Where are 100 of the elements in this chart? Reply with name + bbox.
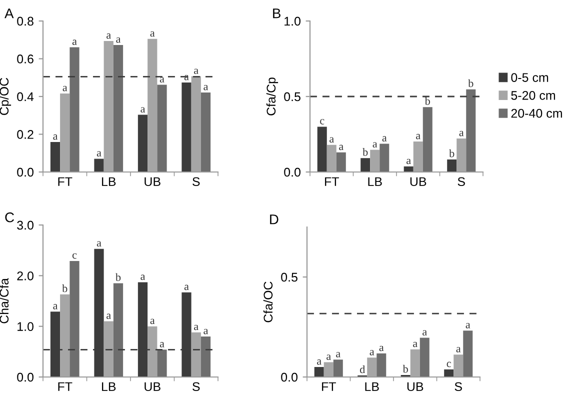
y-tick-label: 0.0: [281, 372, 298, 382]
y-tick-label: 0.0: [17, 168, 34, 177]
bar: [138, 114, 148, 172]
chart-title: C: [5, 212, 14, 222]
y-tick-label: 0.0: [17, 372, 34, 382]
bar: [336, 152, 346, 172]
y-tick-label: 2.0: [17, 271, 34, 280]
bar: [333, 360, 343, 377]
data-label: a: [194, 324, 198, 330]
data-label: a: [204, 328, 208, 334]
data-label: b: [424, 96, 430, 105]
data-label: a: [96, 241, 102, 247]
x-tick-label: UB: [410, 177, 426, 186]
data-label: a: [160, 77, 164, 83]
data-label: b: [449, 149, 454, 158]
data-label: a: [116, 37, 121, 43]
bar: [60, 294, 70, 377]
y-axis-title: Cfa/Cp: [266, 78, 278, 116]
data-label: a: [456, 347, 461, 352]
x-tick-label: FT: [322, 382, 336, 391]
x-tick-label: LB: [368, 177, 382, 186]
bar: [463, 330, 473, 377]
data-label: a: [406, 158, 411, 164]
data-label: c: [72, 253, 77, 259]
x-tick-label: S: [454, 382, 462, 392]
data-label: a: [72, 40, 77, 45]
data-label: a: [466, 323, 470, 328]
bar: [370, 150, 380, 172]
bar: [157, 84, 167, 172]
bar: [413, 142, 423, 172]
legend-label: 20-40 cm: [511, 108, 562, 118]
data-label: a: [184, 284, 189, 290]
bar: [94, 158, 104, 172]
bar: [113, 44, 124, 172]
data-label: a: [317, 359, 322, 365]
bar: [70, 260, 80, 377]
data-label: c: [320, 119, 324, 124]
bar: [466, 89, 476, 172]
y-tick-label: 0.5: [281, 272, 298, 282]
chart-title: D: [270, 214, 278, 224]
data-label: b: [402, 364, 408, 373]
y-tick-label: 0.6: [17, 54, 34, 64]
bar: [422, 107, 432, 172]
x-tick-label: S: [458, 177, 465, 186]
y-tick-label: 0.5: [284, 92, 300, 102]
bar: [454, 354, 464, 377]
x-tick-label: S: [192, 177, 200, 186]
data-label: a: [372, 142, 378, 148]
bar: [70, 47, 80, 172]
data-label: a: [379, 346, 384, 352]
bar: [376, 353, 386, 377]
data-label: a: [150, 318, 155, 324]
legend-label: 0-5 cm: [511, 73, 548, 82]
y-axis-title: Cfa/OC: [263, 282, 273, 322]
y-tick-label: 1.0: [284, 16, 300, 26]
data-label: a: [106, 33, 111, 39]
bar: [104, 321, 114, 377]
data-label: a: [62, 86, 68, 92]
x-tick-label: LB: [102, 177, 116, 186]
data-label: a: [382, 136, 387, 142]
data-label: a: [416, 134, 420, 140]
data-label: a: [204, 84, 208, 90]
chart-title: A: [4, 8, 14, 18]
x-tick-label: UB: [144, 382, 160, 392]
data-label: c: [446, 362, 451, 368]
y-tick-label: 0.0: [284, 168, 300, 177]
bar: [113, 283, 124, 377]
bar: [326, 144, 336, 172]
data-label: a: [339, 144, 344, 150]
data-label: a: [160, 342, 164, 348]
x-tick-label: S: [192, 382, 200, 392]
y-tick-label: 3.0: [17, 220, 34, 230]
bar: [420, 338, 430, 377]
x-tick-label: LB: [102, 382, 116, 391]
bar: [314, 367, 324, 377]
data-label: a: [326, 354, 331, 360]
data-label: a: [140, 274, 146, 280]
bar: [50, 142, 60, 172]
data-label: a: [53, 134, 58, 140]
data-label: a: [370, 350, 374, 356]
bar: [148, 38, 158, 172]
y-tick-label: 0.8: [17, 16, 34, 26]
data-label: a: [422, 330, 427, 336]
bar: [324, 362, 334, 377]
x-tick-label: UB: [407, 382, 424, 392]
data-label: b: [362, 148, 368, 156]
bar: [456, 138, 466, 172]
bar: [410, 349, 420, 377]
bar: [60, 93, 70, 172]
data-label: a: [140, 107, 146, 113]
data-label: a: [336, 352, 340, 358]
y-tick-label: 1.0: [18, 322, 34, 331]
bar: [148, 326, 158, 377]
data-label: a: [413, 342, 418, 348]
x-tick-label: FT: [58, 177, 72, 186]
data-label: a: [96, 151, 102, 157]
bar: [200, 92, 211, 172]
x-tick-label: FT: [325, 177, 339, 186]
data-label: a: [194, 68, 198, 74]
bar: [182, 82, 192, 172]
